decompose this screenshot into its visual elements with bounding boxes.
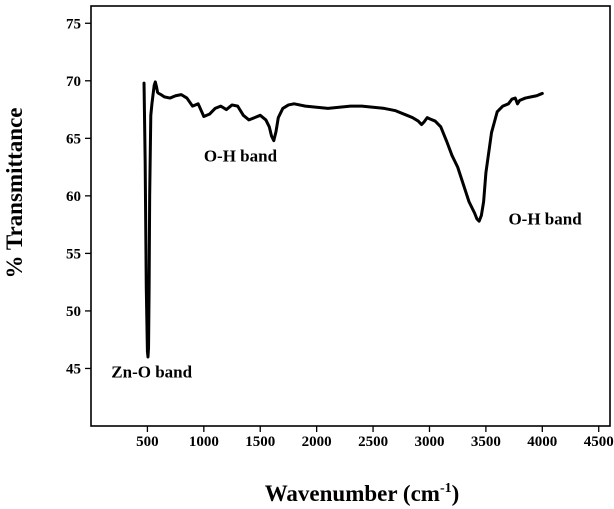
- y-tick-label: 70: [66, 74, 81, 90]
- band-annotation: O-H band: [204, 146, 278, 165]
- x-tick-label: 500: [136, 434, 159, 450]
- plot-frame: [90, 5, 611, 427]
- y-tick-label: 65: [66, 131, 81, 147]
- y-axis-ticks: 45 50 55 60 65 70 75: [66, 16, 91, 377]
- x-axis-title: Wavenumber (cm-1): [265, 481, 460, 506]
- x-tick-label: 1000: [189, 434, 219, 450]
- annotations: Zn-O band O-H band O-H band: [111, 146, 582, 381]
- y-tick-label: 55: [66, 246, 81, 262]
- x-axis-title-superscript: -1: [440, 481, 452, 496]
- x-tick-label: 2500: [358, 434, 388, 450]
- x-tick-label: 4500: [584, 434, 614, 450]
- y-tick-label: 45: [66, 361, 81, 377]
- x-axis-ticks: 500 1000 1500 2000 2500 3000 3500 4000 4500: [136, 426, 614, 450]
- x-axis-title-close: ): [452, 481, 460, 506]
- x-tick-label: 3000: [414, 434, 444, 450]
- x-tick-label: 2000: [302, 434, 332, 450]
- y-tick-label: 50: [66, 304, 81, 320]
- x-tick-label: 4000: [527, 434, 557, 450]
- y-tick-label: 60: [66, 189, 81, 205]
- band-annotation: O-H band: [508, 210, 582, 229]
- y-axis-title: % Transmittance: [2, 108, 27, 279]
- band-annotation: Zn-O band: [111, 363, 192, 382]
- plot-area: [142, 80, 544, 359]
- y-tick-label: 75: [66, 16, 81, 32]
- transmittance-line: [142, 80, 544, 359]
- x-tick-label: 1500: [245, 434, 275, 450]
- x-tick-label: 3500: [471, 434, 501, 450]
